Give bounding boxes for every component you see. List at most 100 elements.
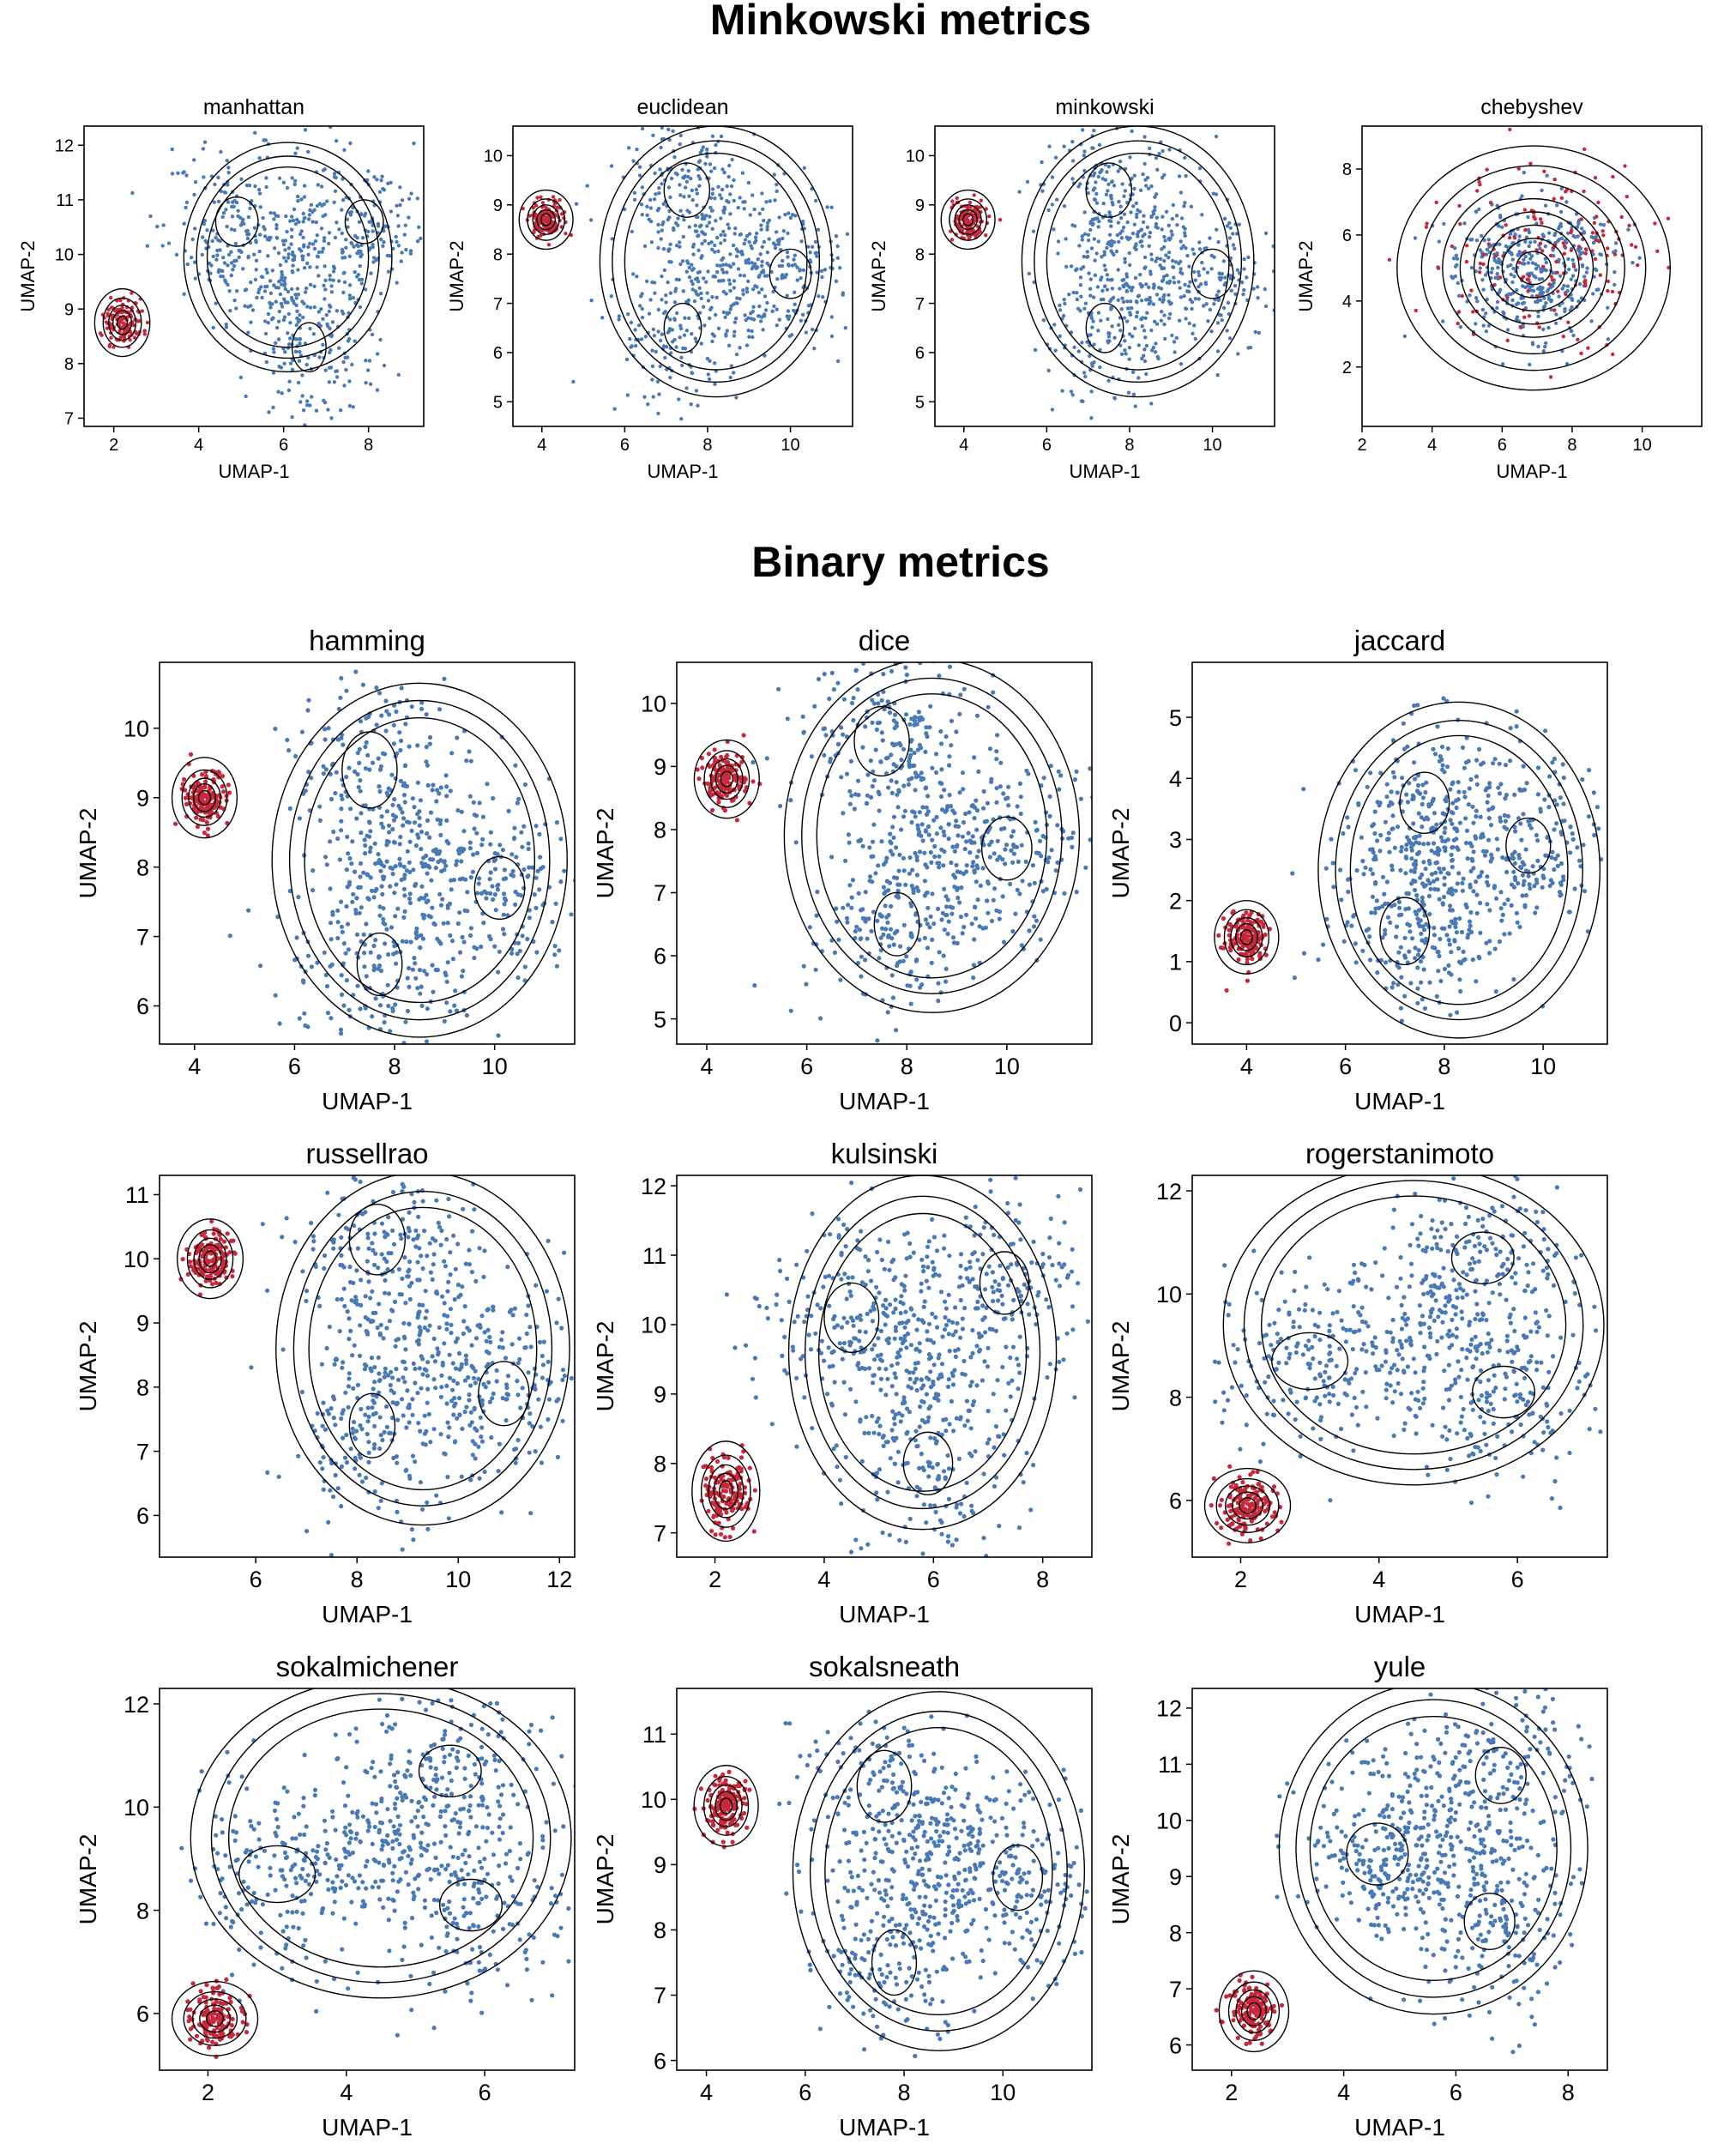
point	[750, 317, 754, 321]
point	[389, 866, 395, 872]
point	[1183, 282, 1187, 287]
point	[919, 833, 924, 838]
point	[1046, 208, 1051, 213]
point	[296, 380, 301, 385]
point	[281, 180, 286, 184]
point	[1233, 246, 1237, 251]
point	[992, 886, 998, 891]
point	[317, 355, 322, 359]
point	[1598, 273, 1603, 277]
point	[894, 929, 899, 934]
point	[687, 316, 691, 321]
point	[643, 335, 648, 339]
point	[305, 708, 310, 713]
point	[1474, 322, 1478, 326]
point	[1190, 306, 1194, 311]
point	[246, 908, 251, 913]
point	[371, 943, 377, 949]
point	[289, 295, 294, 300]
point	[1131, 392, 1136, 396]
point	[876, 863, 881, 868]
point	[1121, 299, 1126, 305]
point	[1063, 301, 1067, 306]
point	[707, 220, 712, 225]
point	[1140, 356, 1144, 361]
point	[317, 804, 323, 809]
point	[852, 806, 858, 812]
point	[1046, 368, 1051, 373]
point	[1096, 329, 1100, 333]
point	[1481, 287, 1486, 292]
point	[1107, 331, 1112, 335]
point	[928, 914, 933, 919]
point	[99, 333, 104, 337]
point	[1591, 240, 1596, 245]
point	[964, 839, 969, 844]
point	[735, 296, 739, 300]
point	[846, 903, 851, 908]
point	[345, 834, 350, 840]
point	[938, 741, 944, 746]
point	[1019, 943, 1024, 948]
point	[1200, 260, 1204, 265]
point	[258, 205, 262, 209]
point	[347, 283, 353, 287]
point	[522, 782, 528, 788]
point	[279, 301, 284, 306]
point	[327, 380, 331, 384]
point	[401, 823, 406, 828]
point	[871, 769, 876, 775]
point	[1489, 270, 1494, 275]
point	[381, 751, 386, 756]
point	[949, 911, 955, 916]
point	[1437, 239, 1442, 244]
point	[294, 296, 298, 300]
point	[1455, 257, 1460, 261]
point	[1162, 293, 1166, 298]
point	[1218, 277, 1223, 282]
point	[304, 286, 309, 291]
point	[897, 852, 902, 858]
point	[1508, 127, 1512, 132]
point	[696, 233, 701, 238]
point	[367, 767, 372, 772]
point	[948, 904, 953, 909]
point	[947, 793, 952, 798]
point	[310, 395, 314, 399]
point	[1009, 834, 1014, 839]
point	[448, 788, 453, 794]
x-tick-label: 8	[1567, 436, 1576, 455]
contour-line	[108, 305, 137, 341]
point	[408, 249, 413, 253]
point	[891, 718, 896, 723]
point	[286, 331, 290, 335]
point	[942, 833, 947, 838]
point	[908, 752, 913, 758]
point	[354, 932, 360, 937]
point	[1542, 304, 1547, 309]
contour-line	[663, 302, 702, 353]
point	[715, 263, 720, 268]
point	[126, 326, 130, 330]
point	[913, 715, 918, 720]
point	[467, 933, 473, 938]
point	[1129, 210, 1133, 214]
point	[706, 269, 710, 274]
point	[994, 908, 999, 913]
point	[706, 299, 711, 303]
point	[315, 233, 319, 238]
point	[431, 782, 436, 788]
axes-frame	[159, 661, 576, 1045]
point	[968, 200, 973, 205]
point	[916, 710, 921, 715]
point	[1010, 634, 1015, 638]
point	[955, 217, 959, 221]
point	[283, 275, 287, 281]
point	[793, 263, 798, 267]
point	[732, 329, 737, 334]
point	[730, 157, 734, 162]
point	[192, 158, 196, 162]
point	[930, 937, 935, 942]
